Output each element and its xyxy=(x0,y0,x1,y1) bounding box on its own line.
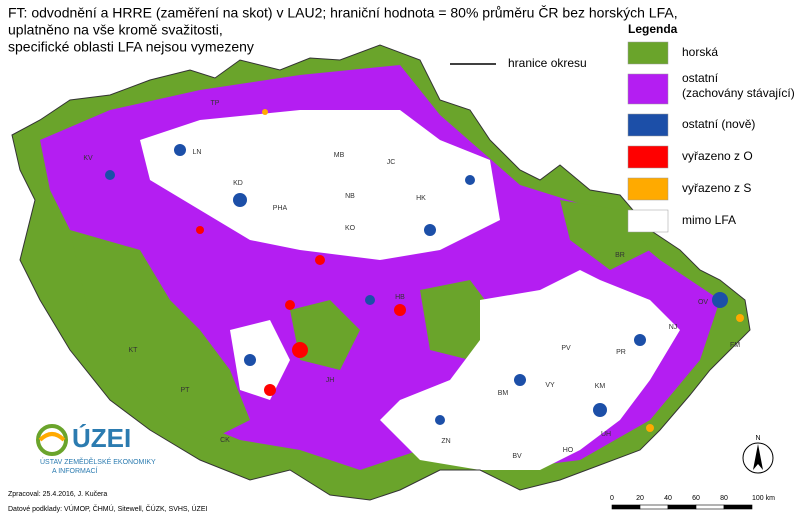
legend-label: ostatní (nově) xyxy=(682,117,755,131)
scale-segment xyxy=(723,504,753,510)
district-label: PHA xyxy=(273,205,288,212)
district-label: KT xyxy=(129,347,139,354)
legend-label: ostatní (zachovány stávající) xyxy=(682,71,795,100)
legend-label: vyřazeno z S xyxy=(682,181,751,195)
legend-swatch xyxy=(627,73,669,105)
district-label: MB xyxy=(334,152,345,159)
district-label: ZN xyxy=(441,438,450,445)
footer: Datové podklady: VÚMOP, ČHMÚ, Sitewell, … xyxy=(8,504,207,513)
north-label: N xyxy=(755,435,760,442)
legend-title: Legenda xyxy=(628,22,678,36)
district-label: NB xyxy=(345,193,355,200)
district-label: JC xyxy=(387,159,396,166)
border-legend: hranice okresu xyxy=(508,56,587,70)
scale-label: 0 xyxy=(610,495,614,502)
logo-text: A INFORMACÍ xyxy=(52,466,98,475)
district-label: HO xyxy=(563,447,574,454)
district-label: KD xyxy=(233,180,243,187)
legend-swatch xyxy=(627,209,669,233)
scale-label: 80 xyxy=(720,495,728,502)
title-line: specifické oblasti LFA nejsou vymezeny xyxy=(8,39,254,55)
logo-text: ÚSTAV ZEMĚDĚLSKÉ EKONOMIKY xyxy=(40,457,156,466)
district-label: BR xyxy=(615,252,625,259)
logo-name: ÚZEI xyxy=(72,423,131,453)
scale-segment xyxy=(611,504,641,510)
scale-segment xyxy=(639,504,669,510)
legend: horská ostatní (zachovány stávající) ostatn… xyxy=(627,41,795,233)
district-label: LN xyxy=(193,149,202,156)
legend-label: horská xyxy=(682,45,718,59)
district-label: FM xyxy=(730,342,740,349)
scale-label: 60 xyxy=(692,495,700,502)
legend-swatch xyxy=(627,145,669,169)
district-label: NJ xyxy=(669,324,678,331)
district-label: HB xyxy=(395,294,405,301)
footer: Zpracoval: 25.4.2016, J. Kučera xyxy=(8,491,107,498)
north-arrow: N xyxy=(742,435,774,474)
district-label: PR xyxy=(616,349,626,356)
scale-label: 40 xyxy=(664,495,672,502)
district-label: TP xyxy=(211,100,220,107)
legend-swatch xyxy=(627,177,669,201)
scale-segment xyxy=(667,504,697,510)
district-label: KM xyxy=(595,383,606,390)
legend-label: vyřazeno z O xyxy=(682,149,753,163)
district-label: HK xyxy=(416,195,426,202)
district-label: JH xyxy=(326,377,335,384)
district-label: KV xyxy=(83,155,93,162)
scale-label: 100 km xyxy=(752,495,775,502)
scale-label: 20 xyxy=(636,495,644,502)
scale-segment xyxy=(695,504,725,510)
logo: ÚZEI ÚSTAV ZEMĚDĚLSKÉ EKONOMIKY A INFORM… xyxy=(36,423,156,475)
scale-bar: 0 20 40 60 80 100 km xyxy=(610,495,775,510)
district-label: VY xyxy=(545,382,555,389)
district-label: BV xyxy=(512,453,522,460)
district-label: PT xyxy=(181,387,191,394)
district-label: KO xyxy=(345,225,356,232)
district-labels: TP LN KV KD MB JC NB HK PHA KO BR OV NJ FM PR PV KM VY BM U… xyxy=(83,100,740,460)
district-label: PV xyxy=(561,345,571,352)
legend-label: mimo LFA xyxy=(682,213,736,227)
title-line: uplatněno na vše kromě svažitosti, xyxy=(8,22,223,38)
legend-swatch xyxy=(627,41,669,65)
legend-swatch xyxy=(627,113,669,137)
district-label: CK xyxy=(220,437,230,444)
district-label: UH xyxy=(601,431,611,438)
title-line: FT: odvodnění a HRRE (zaměření na skot) … xyxy=(8,5,678,21)
district-label: OV xyxy=(698,299,708,306)
district-label: BM xyxy=(498,390,509,397)
